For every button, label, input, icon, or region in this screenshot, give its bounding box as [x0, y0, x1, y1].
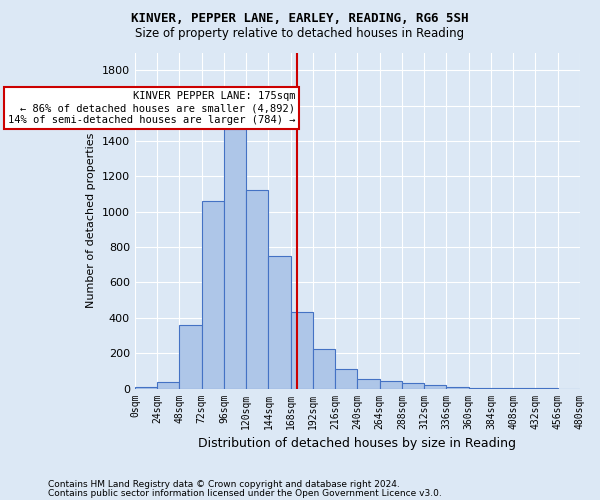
Bar	[135, 387, 157, 388]
Bar	[380, 380, 402, 388]
Bar	[290, 312, 313, 388]
Bar	[446, 387, 469, 388]
Bar	[358, 379, 380, 388]
Text: Contains public sector information licensed under the Open Government Licence v3: Contains public sector information licen…	[48, 489, 442, 498]
Bar	[202, 201, 224, 388]
Bar	[224, 128, 246, 388]
Text: KINVER, PEPPER LANE, EARLEY, READING, RG6 5SH: KINVER, PEPPER LANE, EARLEY, READING, RG…	[131, 12, 469, 26]
Bar	[157, 382, 179, 388]
Bar	[246, 190, 268, 388]
Text: KINVER PEPPER LANE: 175sqm
← 86% of detached houses are smaller (4,892)
14% of s: KINVER PEPPER LANE: 175sqm ← 86% of deta…	[8, 92, 295, 124]
X-axis label: Distribution of detached houses by size in Reading: Distribution of detached houses by size …	[199, 437, 517, 450]
Bar	[313, 349, 335, 389]
Bar	[424, 384, 446, 388]
Bar	[335, 369, 358, 388]
Y-axis label: Number of detached properties: Number of detached properties	[86, 133, 97, 308]
Bar	[268, 256, 290, 388]
Text: Size of property relative to detached houses in Reading: Size of property relative to detached ho…	[136, 28, 464, 40]
Bar	[179, 325, 202, 388]
Text: Contains HM Land Registry data © Crown copyright and database right 2024.: Contains HM Land Registry data © Crown c…	[48, 480, 400, 489]
Bar	[402, 383, 424, 388]
